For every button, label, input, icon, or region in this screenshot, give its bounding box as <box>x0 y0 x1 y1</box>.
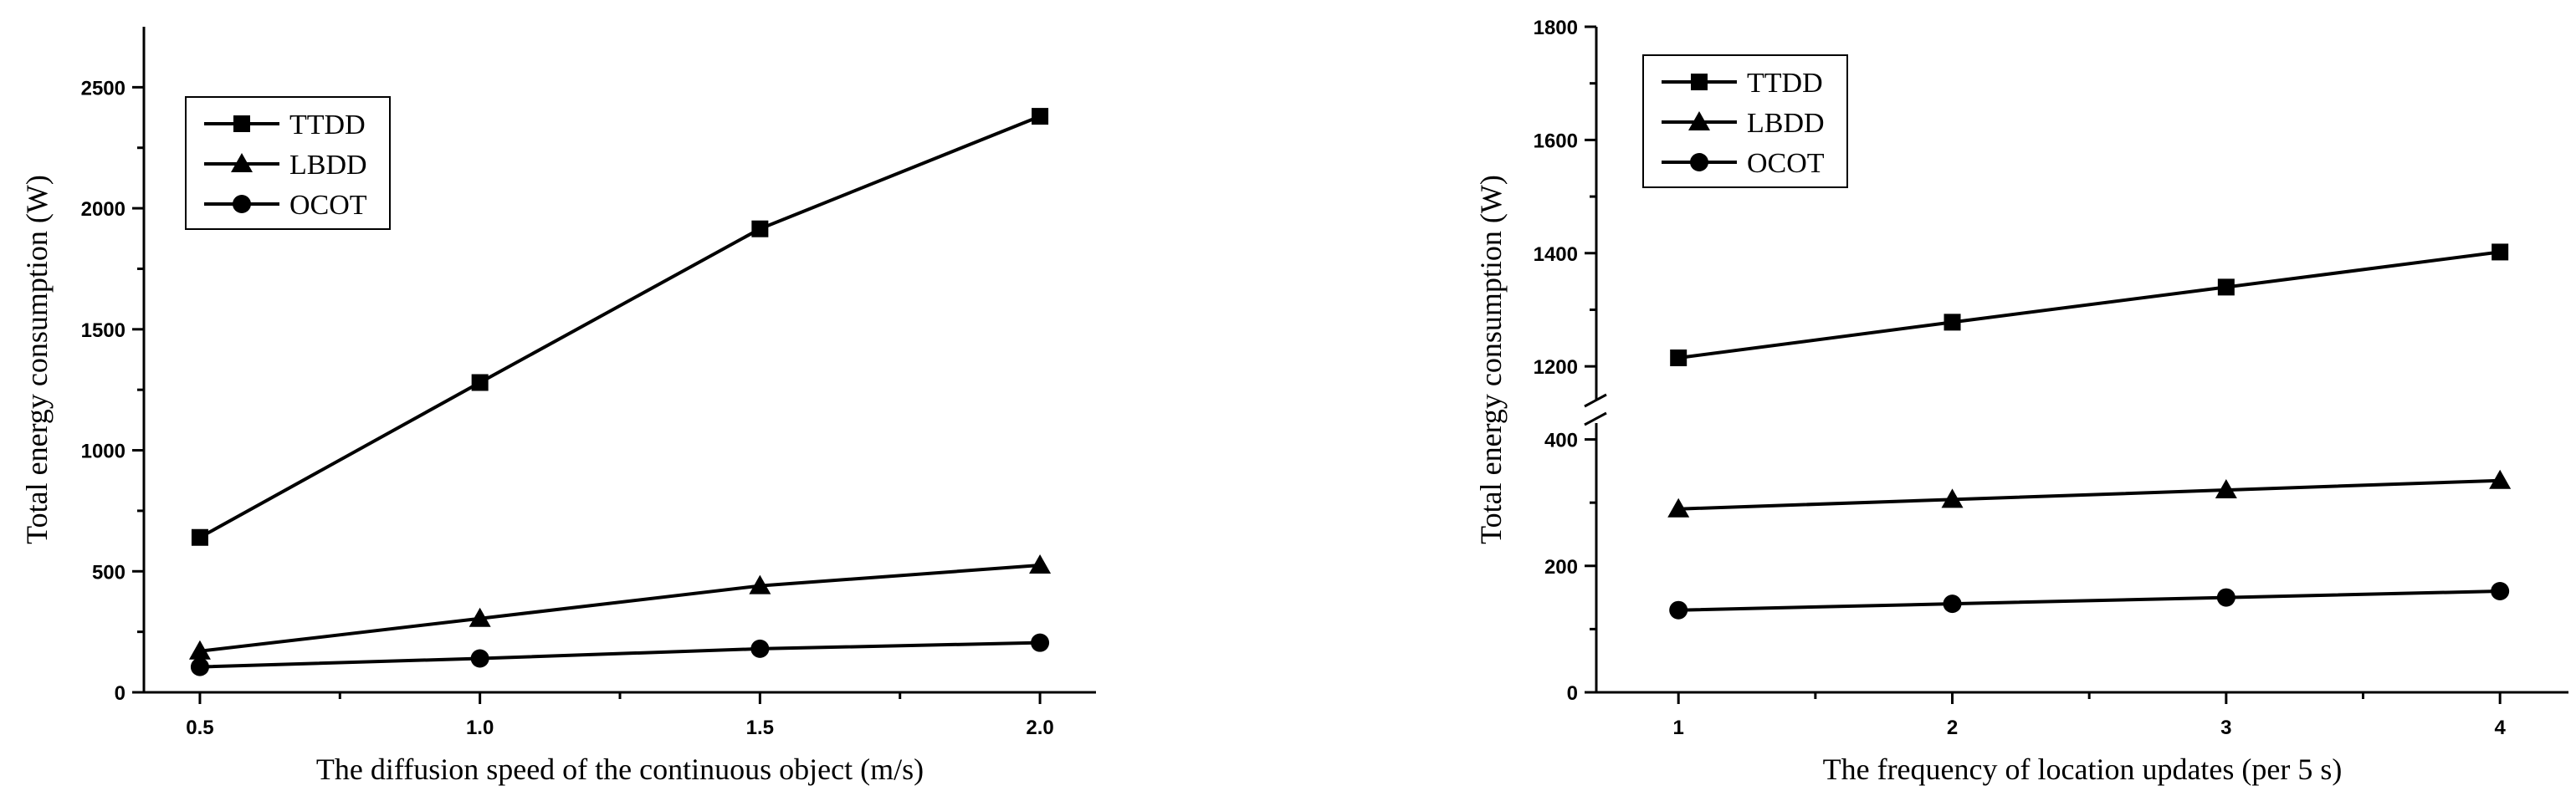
chart-1-y-tick-label: 2000 <box>81 198 125 221</box>
chart-1-series-ocot-point <box>1031 633 1050 652</box>
chart-1-series-lbdd-line <box>199 564 1041 653</box>
chart-2-legend-ocot-marker <box>1690 153 1708 171</box>
chart-2-legend-lbdd-marker <box>1688 111 1710 130</box>
chart-2-legend-ttdd-marker <box>1691 74 1708 90</box>
chart-1-y-tick-label: 2500 <box>81 77 125 100</box>
chart-2-legend-ocot-label: OCOT <box>1747 148 1825 179</box>
chart-2-x-tick-label: 2 <box>1947 717 1958 739</box>
chart-1-y-tick-label: 1000 <box>81 441 125 463</box>
chart-1-series-ttdd-line <box>198 115 1041 539</box>
chart-1-legend-ttdd-marker <box>233 115 250 132</box>
chart-2-y-tick-label: 1200 <box>1534 356 1578 379</box>
chart-2-series-ocot-point <box>2491 582 2510 601</box>
chart-2-series-ttdd-line <box>1677 250 2501 360</box>
chart-1-y-tick-label: 500 <box>92 561 125 584</box>
chart-2-y-tick-label: 0 <box>1567 682 1578 705</box>
chart-1-legend-ttdd-label: TTDD <box>289 110 366 140</box>
chart-2-x-tick-label: 1 <box>1673 717 1684 739</box>
chart-1-y-tick-label: 0 <box>115 682 125 705</box>
chart-2-y-tick-label: 200 <box>1544 556 1578 579</box>
chart-2-series-lbdd-line <box>1678 478 2501 511</box>
chart-1-series-ttdd-point <box>1032 108 1049 125</box>
chart-2-series-ocot-point <box>1669 600 1688 620</box>
chart-2-series-lbdd-point <box>2215 479 2237 499</box>
chart-2-axis-break-mark <box>1584 393 1607 408</box>
chart-2-series-ttdd-point <box>2217 278 2235 296</box>
chart-2-y-tick-label: 1600 <box>1534 130 1578 152</box>
chart-1-series-lbdd-point <box>188 640 211 660</box>
chart-2: 1200 1400 1600 1800 0 200 400 1 2 3 4 The frequency… <box>1474 17 2568 786</box>
chart-2-series-lbdd-point <box>1941 488 1964 508</box>
chart-1-series-ttdd-point <box>191 528 208 546</box>
chart-2-y-axis-title: Total energy consumption (W) <box>1474 175 1508 544</box>
chart-1-series-ocot-point <box>470 649 489 668</box>
chart-2-series-ttdd-point <box>1944 314 1961 331</box>
chart-2-x-axis-title: The frequency of location updates (per 5… <box>1823 753 2343 786</box>
chart-1-series-lbdd-point <box>469 607 491 627</box>
chart-1-y-axis-title: Total energy consumption (W) <box>20 175 54 544</box>
chart-1-legend-lbdd-label: LBDD <box>289 150 367 181</box>
chart-2-y-tick-label: 400 <box>1544 430 1578 452</box>
chart-2-y-tick-label: 1400 <box>1534 243 1578 266</box>
chart-2-y-tick-label: 1800 <box>1534 17 1578 39</box>
chart-2-series-lbdd-point <box>2489 469 2512 489</box>
chart-1-y-tick-label: 1500 <box>81 319 125 342</box>
chart-1-series-lbdd-point <box>1029 554 1052 574</box>
chart-2-series-ttdd-point <box>1670 350 1687 366</box>
chart-1-x-tick-label: 1.5 <box>746 717 774 739</box>
chart-2-legend-ttdd-label: TTDD <box>1747 68 1823 99</box>
chart-1-x-axis-title: The diffusion speed of the continuous ob… <box>316 753 924 786</box>
chart-1-series-ocot-point <box>190 657 209 676</box>
chart-2-series-ocot-line <box>1678 589 2501 612</box>
chart-2-x-tick-label: 3 <box>2220 717 2231 739</box>
chart-2-series-lbdd-point <box>1667 498 1690 518</box>
chart-2-legend-lbdd-label: LBDD <box>1747 108 1825 139</box>
chart-1: 0 500 1000 1500 2000 2500 0.5 1.0 1.5 2.0 The diff… <box>20 27 1096 786</box>
chart-1-series-lbdd-point <box>749 574 771 594</box>
chart-2-series-ocot-point <box>1943 594 1962 614</box>
chart-1-series-ocot-line <box>199 640 1041 669</box>
chart-1-series-ocot-point <box>750 639 770 658</box>
chart-1-x-tick-label: 2.0 <box>1026 717 1053 739</box>
chart-2-axis-break-mark <box>1584 411 1607 426</box>
chart-1-legend-lbdd-marker <box>231 153 253 172</box>
chart-1-series-ttdd-point <box>471 374 489 391</box>
chart-1-x-tick-label: 0.5 <box>186 717 213 739</box>
chart-2-series-ttdd-point <box>2491 243 2509 261</box>
chart-1-x-tick-label: 1.0 <box>466 717 494 739</box>
chart-1-series-ttdd-point <box>751 220 769 237</box>
chart-2-x-tick-label: 4 <box>2494 717 2506 739</box>
chart-2-series-ocot-point <box>2216 588 2235 607</box>
chart-1-legend-ocot-marker <box>233 195 251 213</box>
chart-1-legend-ocot-label: OCOT <box>289 190 367 221</box>
